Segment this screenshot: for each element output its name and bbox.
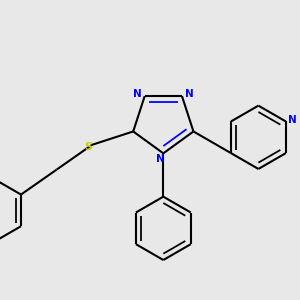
Text: N: N <box>288 115 297 125</box>
Text: S: S <box>85 142 93 152</box>
Text: N: N <box>133 89 142 99</box>
Text: N: N <box>156 154 164 164</box>
Text: N: N <box>185 89 194 99</box>
